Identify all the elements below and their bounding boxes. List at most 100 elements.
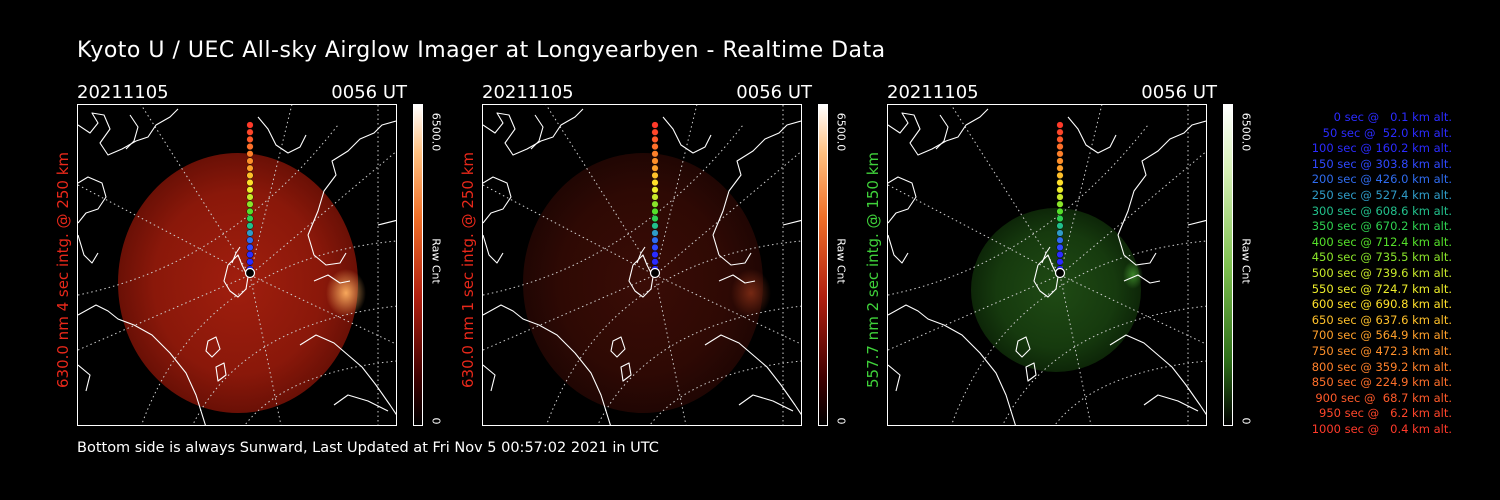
allsky-map bbox=[482, 104, 802, 426]
panel-date: 20211105 bbox=[482, 82, 574, 103]
coastline bbox=[78, 108, 396, 425]
track-point bbox=[246, 251, 254, 259]
panel-630nm-4sec: 20211105 0056 UT 630.0 nm 4 sec intg. @ … bbox=[54, 80, 477, 440]
track-point bbox=[651, 207, 659, 215]
track-point bbox=[1056, 236, 1064, 244]
track-point bbox=[1056, 135, 1064, 143]
track-point bbox=[246, 200, 254, 208]
latlon-grid bbox=[483, 105, 801, 425]
track-point bbox=[246, 193, 254, 201]
track-point bbox=[246, 150, 254, 158]
satellite-track bbox=[649, 121, 661, 279]
track-point bbox=[651, 236, 659, 244]
page-title: Kyoto U / UEC All-sky Airglow Imager at … bbox=[77, 38, 886, 63]
colorbar-min-label: 0 bbox=[1239, 417, 1253, 425]
legend-row: 50 sec @ 52.0 km alt. bbox=[1322, 125, 1452, 140]
observatory-marker bbox=[244, 267, 256, 279]
legend-row: 350 sec @ 670.2 km alt. bbox=[1311, 219, 1452, 234]
panel-time: 0056 UT bbox=[331, 82, 407, 103]
colorbar bbox=[818, 104, 828, 426]
track-point bbox=[246, 243, 254, 251]
latlon-grid bbox=[888, 105, 1206, 425]
track-point bbox=[1056, 179, 1064, 187]
track-point bbox=[651, 193, 659, 201]
track-point bbox=[246, 222, 254, 230]
track-point bbox=[1056, 193, 1064, 201]
track-point bbox=[651, 128, 659, 136]
colorbar-max-label: 6500.0 bbox=[429, 112, 443, 152]
panel-date: 20211105 bbox=[77, 82, 169, 103]
map-svg bbox=[78, 105, 396, 425]
track-point bbox=[1056, 200, 1064, 208]
track-point bbox=[651, 164, 659, 172]
track-point bbox=[651, 135, 659, 143]
airglow-disk bbox=[523, 153, 763, 413]
legend-row: 1000 sec @ 0.4 km alt. bbox=[1311, 421, 1452, 436]
track-point bbox=[1056, 186, 1064, 194]
track-point bbox=[246, 229, 254, 237]
legend-row: 300 sec @ 608.6 km alt. bbox=[1311, 203, 1452, 218]
legend-row: 900 sec @ 68.7 km alt. bbox=[1315, 390, 1452, 405]
altitude-legend: 0 sec @ 0.1 km alt. 50 sec @ 52.0 km alt.… bbox=[1262, 110, 1452, 437]
panel-ylabel: 630.0 nm 4 sec intg. @ 250 km bbox=[54, 151, 72, 389]
track-point bbox=[651, 171, 659, 179]
track-point bbox=[1056, 222, 1064, 230]
track-point bbox=[651, 222, 659, 230]
track-point bbox=[246, 186, 254, 194]
legend-row: 150 sec @ 303.8 km alt. bbox=[1311, 156, 1452, 171]
legend-row: 650 sec @ 637.6 km alt. bbox=[1311, 312, 1452, 327]
aurora-spot bbox=[326, 269, 366, 317]
track-point bbox=[246, 258, 254, 266]
track-point bbox=[246, 143, 254, 151]
track-point bbox=[1056, 243, 1064, 251]
track-point bbox=[651, 121, 659, 129]
track-point bbox=[1056, 251, 1064, 259]
track-point bbox=[651, 200, 659, 208]
track-point bbox=[1056, 207, 1064, 215]
allsky-map bbox=[77, 104, 397, 426]
legend-row: 250 sec @ 527.4 km alt. bbox=[1311, 187, 1452, 202]
colorbar bbox=[1223, 104, 1233, 426]
track-point bbox=[246, 236, 254, 244]
legend-row: 800 sec @ 359.2 km alt. bbox=[1311, 359, 1452, 374]
track-point bbox=[246, 207, 254, 215]
track-point bbox=[651, 243, 659, 251]
track-point bbox=[1056, 164, 1064, 172]
track-point bbox=[246, 215, 254, 223]
track-point bbox=[246, 164, 254, 172]
legend-row: 0 sec @ 0.1 km alt. bbox=[1333, 110, 1452, 124]
allsky-map bbox=[887, 104, 1207, 426]
legend-row: 400 sec @ 712.4 km alt. bbox=[1311, 234, 1452, 249]
track-point bbox=[246, 179, 254, 187]
map-svg bbox=[483, 105, 801, 425]
panel-time: 0056 UT bbox=[736, 82, 812, 103]
track-point bbox=[246, 121, 254, 129]
airglow-disk bbox=[118, 153, 358, 413]
legend-row: 750 sec @ 472.3 km alt. bbox=[1311, 343, 1452, 358]
satellite-track bbox=[1054, 121, 1066, 279]
track-point bbox=[651, 179, 659, 187]
footer-note: Bottom side is always Sunward, Last Upda… bbox=[77, 440, 659, 456]
legend-row: 100 sec @ 160.2 km alt. bbox=[1311, 141, 1452, 156]
colorbar-min-label: 0 bbox=[834, 417, 848, 425]
track-point bbox=[1056, 258, 1064, 266]
track-point bbox=[651, 215, 659, 223]
track-point bbox=[651, 258, 659, 266]
legend-row: 700 sec @ 564.9 km alt. bbox=[1311, 328, 1452, 343]
colorbar-max-label: 6500.0 bbox=[1239, 112, 1253, 152]
track-point bbox=[651, 186, 659, 194]
track-point bbox=[1056, 229, 1064, 237]
track-point bbox=[651, 157, 659, 165]
track-point bbox=[651, 150, 659, 158]
track-point bbox=[1056, 143, 1064, 151]
panel-ylabel: 557.7 nm 2 sec intg. @ 150 km bbox=[864, 151, 882, 389]
panel-time: 0056 UT bbox=[1141, 82, 1217, 103]
airglow-disk bbox=[971, 208, 1141, 372]
observatory-marker bbox=[649, 267, 661, 279]
aurora-spot bbox=[1123, 261, 1143, 289]
track-point bbox=[1056, 171, 1064, 179]
track-point bbox=[651, 143, 659, 151]
aurora-spot bbox=[731, 269, 771, 317]
track-point bbox=[1056, 121, 1064, 129]
satellite-track bbox=[244, 121, 256, 279]
